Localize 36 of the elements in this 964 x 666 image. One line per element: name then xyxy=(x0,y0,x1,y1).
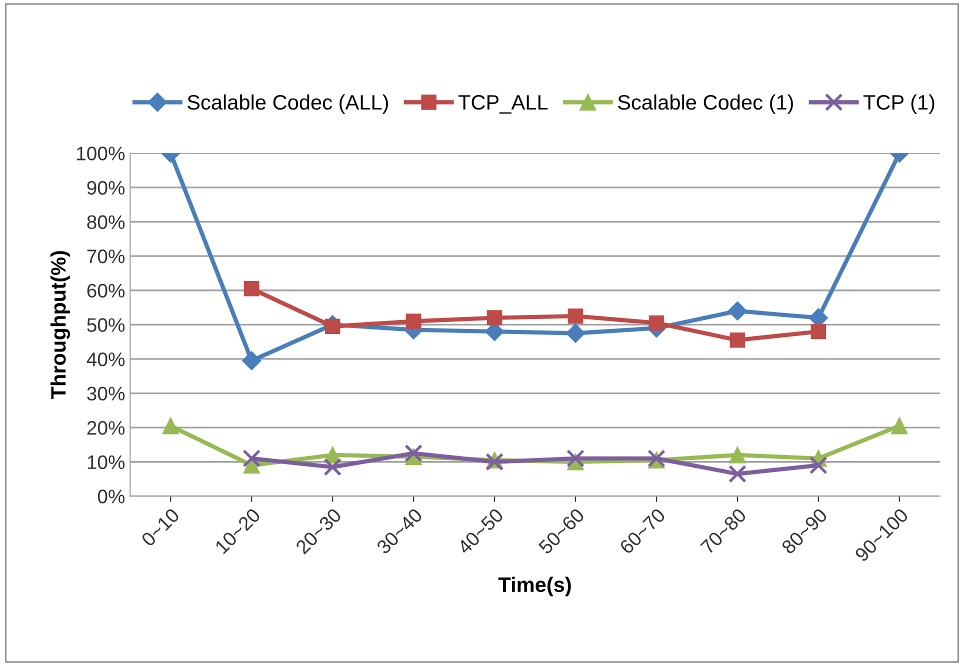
y-tick-label: 0% xyxy=(98,490,125,504)
y-axis-title: Throughput(%) xyxy=(50,251,70,400)
point xyxy=(728,464,746,483)
legend-label: Scalable Codec (1) xyxy=(618,94,793,114)
y-tick-label: 100% xyxy=(77,146,125,160)
point xyxy=(242,449,261,468)
y-tick-label: 20% xyxy=(87,421,125,435)
point xyxy=(891,418,908,434)
y-tick-label: 60% xyxy=(87,284,125,298)
y-tick-label: 10% xyxy=(88,455,125,470)
y-tick-label: 90% xyxy=(87,180,125,195)
y-tick-label: 40% xyxy=(86,352,125,366)
point xyxy=(324,458,342,476)
y-tick-label: 50% xyxy=(87,318,125,332)
point xyxy=(162,418,179,434)
y-tick-label: 70% xyxy=(87,250,125,264)
point xyxy=(729,446,746,464)
point xyxy=(730,332,746,348)
y-tick-label: 30% xyxy=(87,386,125,401)
point xyxy=(728,301,747,320)
legend-label: Scalable Codec (ALL) xyxy=(188,94,388,114)
point xyxy=(406,314,422,329)
point xyxy=(568,308,584,324)
point xyxy=(566,449,585,468)
point xyxy=(648,315,664,331)
point xyxy=(566,324,586,343)
legend-label: TCP_ALL xyxy=(458,94,548,114)
point xyxy=(244,281,260,296)
point xyxy=(809,456,828,474)
point xyxy=(810,324,826,340)
point xyxy=(242,351,262,370)
y-tick-label: 80% xyxy=(87,215,125,230)
x-axis-title: Time(s) xyxy=(498,576,571,596)
point xyxy=(404,444,423,462)
legend-label: TCP (1) xyxy=(863,94,934,114)
point xyxy=(486,310,502,326)
